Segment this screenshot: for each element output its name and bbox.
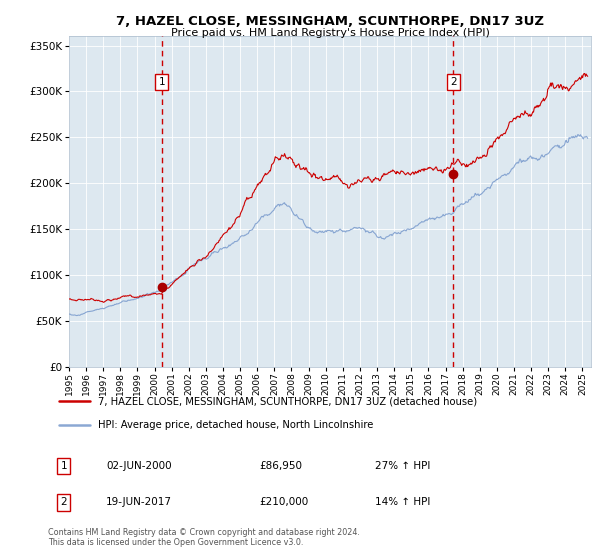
Text: 27% ↑ HPI: 27% ↑ HPI [376, 461, 431, 472]
Text: 14% ↑ HPI: 14% ↑ HPI [376, 497, 431, 507]
Text: 1: 1 [61, 461, 67, 472]
Text: 19-JUN-2017: 19-JUN-2017 [106, 497, 172, 507]
Text: 1: 1 [158, 77, 165, 87]
Text: 02-JUN-2000: 02-JUN-2000 [106, 461, 172, 472]
Text: £210,000: £210,000 [259, 497, 308, 507]
Text: £86,950: £86,950 [259, 461, 302, 472]
Text: HPI: Average price, detached house, North Lincolnshire: HPI: Average price, detached house, Nort… [98, 419, 374, 430]
Text: 7, HAZEL CLOSE, MESSINGHAM, SCUNTHORPE, DN17 3UZ: 7, HAZEL CLOSE, MESSINGHAM, SCUNTHORPE, … [116, 15, 544, 28]
Text: 7, HAZEL CLOSE, MESSINGHAM, SCUNTHORPE, DN17 3UZ (detached house): 7, HAZEL CLOSE, MESSINGHAM, SCUNTHORPE, … [98, 396, 477, 407]
Text: 2: 2 [61, 497, 67, 507]
Text: Price paid vs. HM Land Registry's House Price Index (HPI): Price paid vs. HM Land Registry's House … [170, 28, 490, 38]
Text: 2: 2 [450, 77, 457, 87]
Text: Contains HM Land Registry data © Crown copyright and database right 2024.
This d: Contains HM Land Registry data © Crown c… [48, 528, 360, 547]
